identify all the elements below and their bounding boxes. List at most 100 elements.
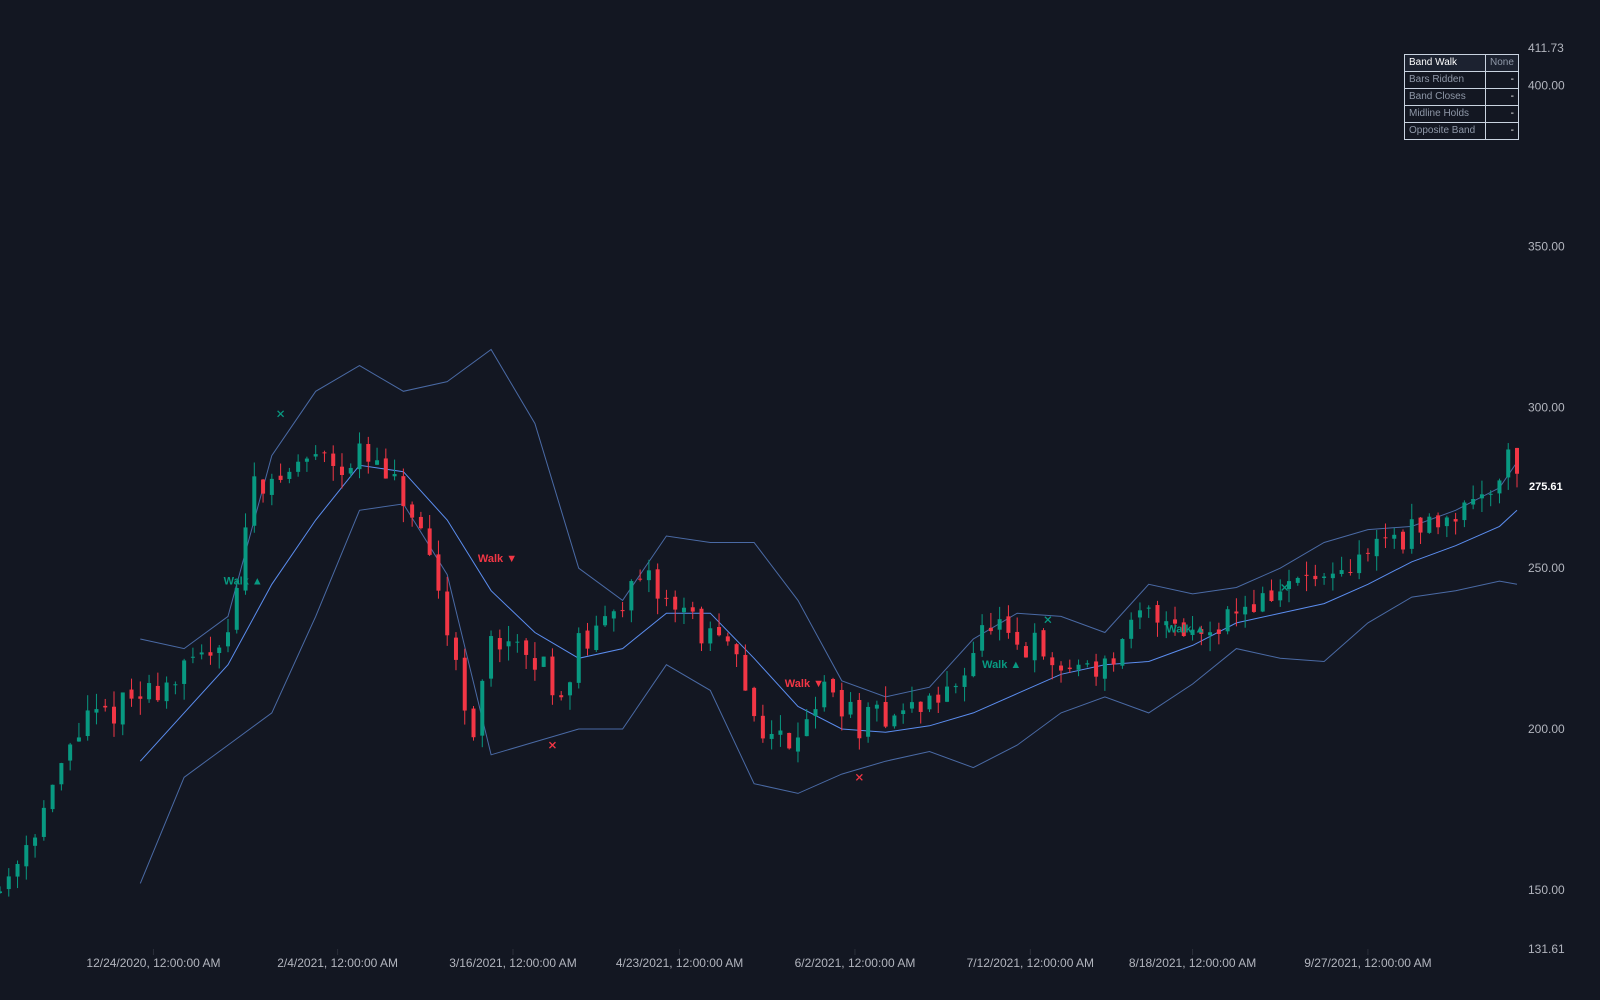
candle-down: [383, 448, 388, 479]
stats-label: Band Closes: [1404, 88, 1486, 106]
candle-up: [480, 679, 485, 748]
candle-up: [1357, 540, 1362, 580]
stats-row-midline-holds: Midline Holds -: [1404, 105, 1519, 123]
candle-down: [155, 672, 160, 702]
candle-down: [585, 622, 590, 656]
candle-up: [629, 579, 634, 623]
candle-down: [760, 704, 765, 743]
candle-up: [68, 742, 73, 771]
candle-up: [576, 627, 581, 689]
candle-up: [59, 762, 64, 791]
candle-up: [296, 454, 301, 477]
price-tick-label: 300.00: [1528, 400, 1565, 414]
candle-down: [1216, 622, 1221, 645]
candle-up: [1339, 556, 1344, 577]
stats-value: None: [1485, 54, 1519, 72]
candle-up: [1488, 490, 1493, 507]
candle-down: [1234, 598, 1239, 627]
stats-label: Band Walk: [1404, 54, 1486, 72]
time-tick-label: 4/23/2021, 12:00:00 AM: [616, 956, 743, 970]
candle-up: [1102, 655, 1107, 691]
candle-up: [901, 703, 906, 724]
candle-up: [1137, 602, 1142, 630]
candle-up: [997, 606, 1002, 641]
stats-value: -: [1485, 105, 1519, 123]
candle-up: [804, 709, 809, 737]
candle-down: [831, 677, 836, 698]
candle-down: [427, 515, 432, 557]
candle-up: [6, 868, 11, 897]
candle-down: [857, 693, 862, 750]
candle-up: [874, 700, 879, 722]
candle-up: [1129, 612, 1134, 649]
candle-up: [375, 447, 380, 466]
stats-row-band-walk: Band Walk None: [1404, 54, 1519, 72]
candle-up: [94, 693, 99, 725]
candle-down: [1515, 447, 1519, 488]
price-tick-label: 200.00: [1528, 722, 1565, 736]
candle-down: [883, 686, 888, 729]
candle-down: [734, 643, 739, 668]
candle-up: [1295, 576, 1300, 586]
candle-up: [541, 656, 546, 668]
candle-down: [1094, 653, 1099, 686]
candle-up: [357, 432, 362, 479]
candle-up: [1322, 572, 1327, 585]
candle-down: [787, 732, 792, 750]
candle-up: [24, 835, 29, 880]
price-tick-label: 150.00: [1528, 883, 1565, 897]
candle-down: [1383, 523, 1388, 549]
candle-up: [1120, 638, 1125, 669]
candle-up: [234, 579, 239, 634]
candle-down: [524, 638, 529, 669]
time-tick-label: 8/18/2021, 12:00:00 AM: [1129, 956, 1256, 970]
candle-up: [953, 683, 958, 694]
candle-down: [497, 629, 502, 663]
candle-up: [708, 621, 713, 652]
candle-down: [1111, 652, 1116, 672]
candle-up: [795, 722, 800, 763]
candle-up: [1190, 615, 1195, 641]
stats-value: -: [1485, 88, 1519, 106]
candle-up: [1506, 443, 1511, 490]
candle-up: [1076, 659, 1081, 677]
candle-up: [971, 641, 976, 678]
candle-down: [129, 678, 134, 707]
candle-up: [567, 681, 572, 710]
stats-value: -: [1485, 122, 1519, 140]
candle-down: [445, 576, 450, 646]
time-tick-label: 2/4/2021, 12:00:00 AM: [277, 956, 398, 970]
candle-down: [366, 436, 371, 474]
candle-down: [559, 691, 564, 701]
candle-up: [1462, 500, 1467, 528]
candle-up: [769, 720, 774, 750]
candle-down: [1006, 605, 1011, 639]
candle-up: [304, 456, 309, 472]
candle-up: [1260, 586, 1265, 613]
candle-up: [392, 459, 397, 481]
candle-up: [33, 834, 38, 858]
candles-layer: [0, 432, 1519, 897]
candle-down: [339, 453, 344, 489]
bollinger-basis-line: [139, 464, 1518, 762]
stats-label: Bars Ridden: [1404, 71, 1486, 89]
candle-up: [1243, 595, 1248, 628]
price-axis: 411.73 400.00 350.00 300.00 250.00 200.00 150.…: [1528, 41, 1565, 956]
candle-down: [436, 540, 441, 599]
candle-up: [1471, 485, 1476, 510]
candle-down: [743, 644, 748, 691]
walk-end-x-marker: [1044, 616, 1052, 624]
time-tick-label: 6/2/2021, 12:00:00 AM: [795, 956, 916, 970]
candle-down: [725, 632, 730, 646]
band-walk-stats-table: Band Walk None Bars Ridden - Band Closes…: [1404, 54, 1519, 140]
walk-end-x-marker: [277, 410, 285, 418]
candle-down: [1181, 618, 1186, 637]
last-price-label: 275.61: [1529, 481, 1563, 493]
candle-up: [813, 696, 818, 729]
candle-down: [988, 612, 993, 635]
band-walk-marker: Walk ▼: [785, 678, 824, 690]
bollinger-lower-band: [139, 503, 1518, 884]
candle-down: [532, 642, 537, 681]
candle-up: [120, 692, 125, 736]
